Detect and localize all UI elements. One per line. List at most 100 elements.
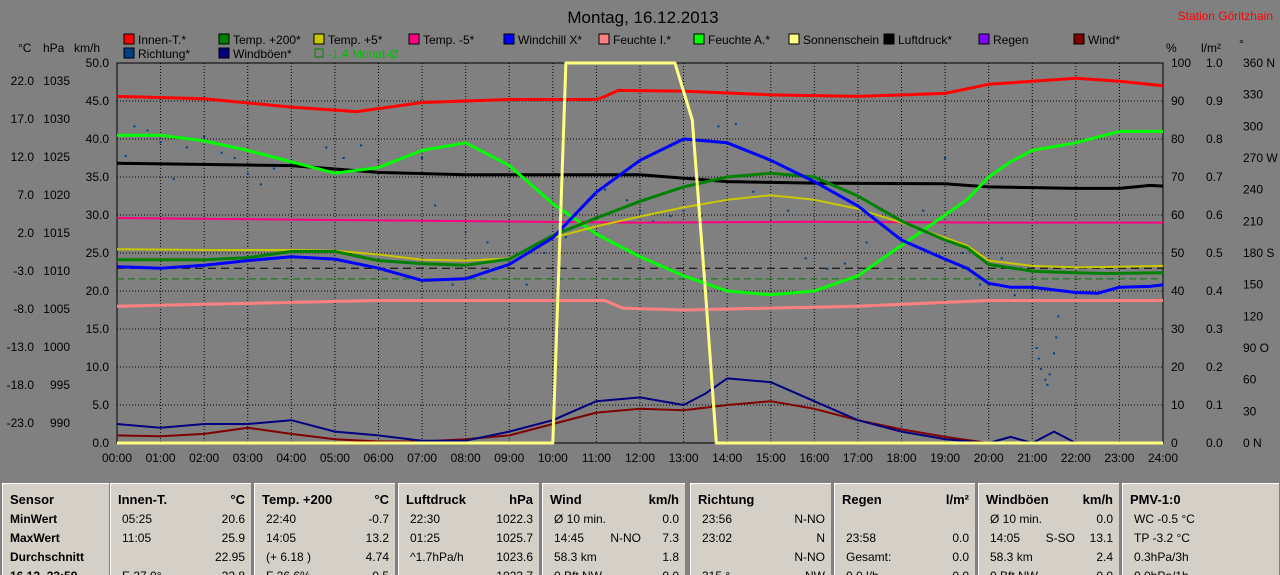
legend-label: Wind*: [1088, 33, 1120, 47]
stats-value: 25.9: [221, 531, 245, 545]
direction-point: [377, 159, 380, 162]
direction-point: [944, 157, 947, 159]
stats-value: 22.8: [222, 569, 245, 575]
stats-time: MinWert: [10, 512, 58, 526]
time-tick-label: 06:00: [363, 451, 393, 465]
chart-title: Montag, 16.12.2013: [567, 8, 718, 27]
series-sonnenschein-line: [117, 61, 1163, 445]
time-tick-label: 18:00: [886, 451, 916, 465]
time-tick-label: 09:00: [494, 451, 524, 465]
rain-tick-label: 0.5: [1206, 246, 1223, 260]
direction-point: [604, 188, 607, 191]
rain-tick-label: 1.0: [1206, 56, 1223, 70]
direction-point: [625, 199, 628, 202]
stats-value: 1022.3: [496, 512, 533, 526]
series-innen-t-line: [116, 76, 1164, 114]
stats-time: ^1.7hPa/h: [410, 550, 464, 564]
humidity-tick-label: 80: [1171, 132, 1185, 146]
series-windchill-x-line: [116, 137, 1164, 295]
stats-row: 23:02 N: [691, 531, 831, 549]
stats-time: 22:40: [266, 512, 297, 526]
series-wind-line: [116, 400, 1163, 444]
rain-tick-label: 0.9: [1206, 94, 1223, 108]
humidity-tick-label: 10: [1171, 398, 1185, 412]
rain-tick-label: 0.4: [1206, 284, 1223, 298]
stats-value: 1025.7: [496, 531, 533, 545]
stats-header: PMV-1:0: [1123, 492, 1279, 510]
time-tick-label: 12:00: [625, 451, 655, 465]
legend-label: Temp. -5*: [423, 33, 475, 47]
direction-point: [717, 125, 720, 128]
stats-value: 0.0: [952, 569, 969, 575]
direction-point: [669, 215, 672, 218]
direction-point: [451, 283, 454, 286]
direction-point: [922, 209, 925, 212]
time-tick-label: 08:00: [451, 451, 481, 465]
direction-point: [124, 154, 127, 157]
direction-point: [1035, 347, 1038, 349]
time-tick-label: 07:00: [407, 451, 437, 465]
stats-row: 14:05 S-SO 13.1: [979, 531, 1119, 549]
stats-value: -0.5: [368, 569, 389, 575]
humidity-tick-label: 30: [1171, 322, 1185, 336]
kmh-tick-label: 30.0: [86, 208, 110, 222]
stats-title: Wind: [550, 492, 582, 507]
stats-row: 0.3hPa/3h: [1123, 550, 1279, 568]
weather-chart: Montag, 16.12.2013 Station Göritzhain °C hP…: [7, 8, 1279, 465]
stats-unit: l/m²: [945, 492, 969, 507]
time-tick-label: 00:00: [102, 451, 132, 465]
stats-time: 0 Bft NW: [990, 569, 1038, 575]
stats-time: 58.3 km: [554, 550, 597, 564]
stats-time: 11:05: [122, 531, 152, 545]
stats-row: 23:56 N-NO: [691, 512, 831, 530]
stats-time: 01:25: [410, 531, 441, 545]
time-tick-label: 21:00: [1017, 451, 1047, 465]
series-temp-5-line: [116, 194, 1164, 269]
direction-point: [146, 129, 149, 132]
stats-time: TP -3.2 °C: [1134, 531, 1190, 545]
humidity-tick-label: 70: [1171, 170, 1185, 184]
legend-swatch: [123, 47, 135, 59]
temp-tick-label: -18.0: [7, 378, 35, 392]
stats-time: 0.0 l/h: [846, 569, 879, 575]
direction-point: [1039, 368, 1042, 371]
stats-value: N: [816, 531, 825, 545]
time-tick-label: 14:00: [712, 451, 742, 465]
direction-point: [1000, 257, 1003, 260]
direction-point: [325, 146, 328, 149]
legend-swatch: [408, 33, 420, 45]
time-tick-label: 17:00: [843, 451, 873, 465]
stats-value: 1.8: [662, 550, 679, 564]
direction-point: [203, 135, 206, 138]
stats-value: N-NO: [794, 512, 825, 526]
hpa-tick-label: 1020: [43, 188, 70, 202]
stats-title: Innen-T.: [118, 492, 168, 507]
legend-label: -1.4 Monat-Ø: [328, 47, 399, 61]
temp-tick-label: -3.0: [13, 264, 34, 278]
stats-column: Luftdruck hPa 22:30 1022.3 01:25 1025.7 ^1.7hP…: [398, 483, 539, 575]
stats-row: E 27.0° 22.8: [111, 569, 251, 575]
humidity-tick-label: 100: [1171, 56, 1191, 70]
stats-time: 22:30: [410, 512, 441, 526]
kmh-tick-label: 5.0: [92, 398, 109, 412]
legend-swatch: [218, 33, 230, 45]
stats-row: MinWert: [3, 512, 109, 530]
temp-tick-label: -13.0: [7, 340, 35, 354]
stats-header: Windböen km/h: [979, 492, 1119, 510]
temp-tick-label: -8.0: [13, 302, 34, 316]
hpa-tick-label: 1030: [43, 112, 70, 126]
kmh-tick-label: 0.0: [92, 436, 109, 450]
direction-point: [342, 157, 345, 159]
stats-value: 0.0: [1096, 512, 1113, 526]
left-unit-label: km/h: [74, 41, 100, 55]
right-unit-label: °: [1239, 37, 1244, 51]
stats-row: 16.12. 23:59: [3, 569, 109, 575]
stats-title: Temp. +200: [262, 492, 333, 507]
legend-swatch: [883, 33, 895, 45]
rain-tick-label: 0.1: [1206, 398, 1223, 412]
legend-label: Feuchte I.*: [613, 33, 671, 47]
legend-label: Luftdruck*: [898, 33, 952, 47]
stats-header: Temp. +200 °C: [255, 492, 395, 510]
direction-point: [1013, 294, 1016, 297]
stats-row: 58.3 km 2.4: [979, 550, 1119, 568]
